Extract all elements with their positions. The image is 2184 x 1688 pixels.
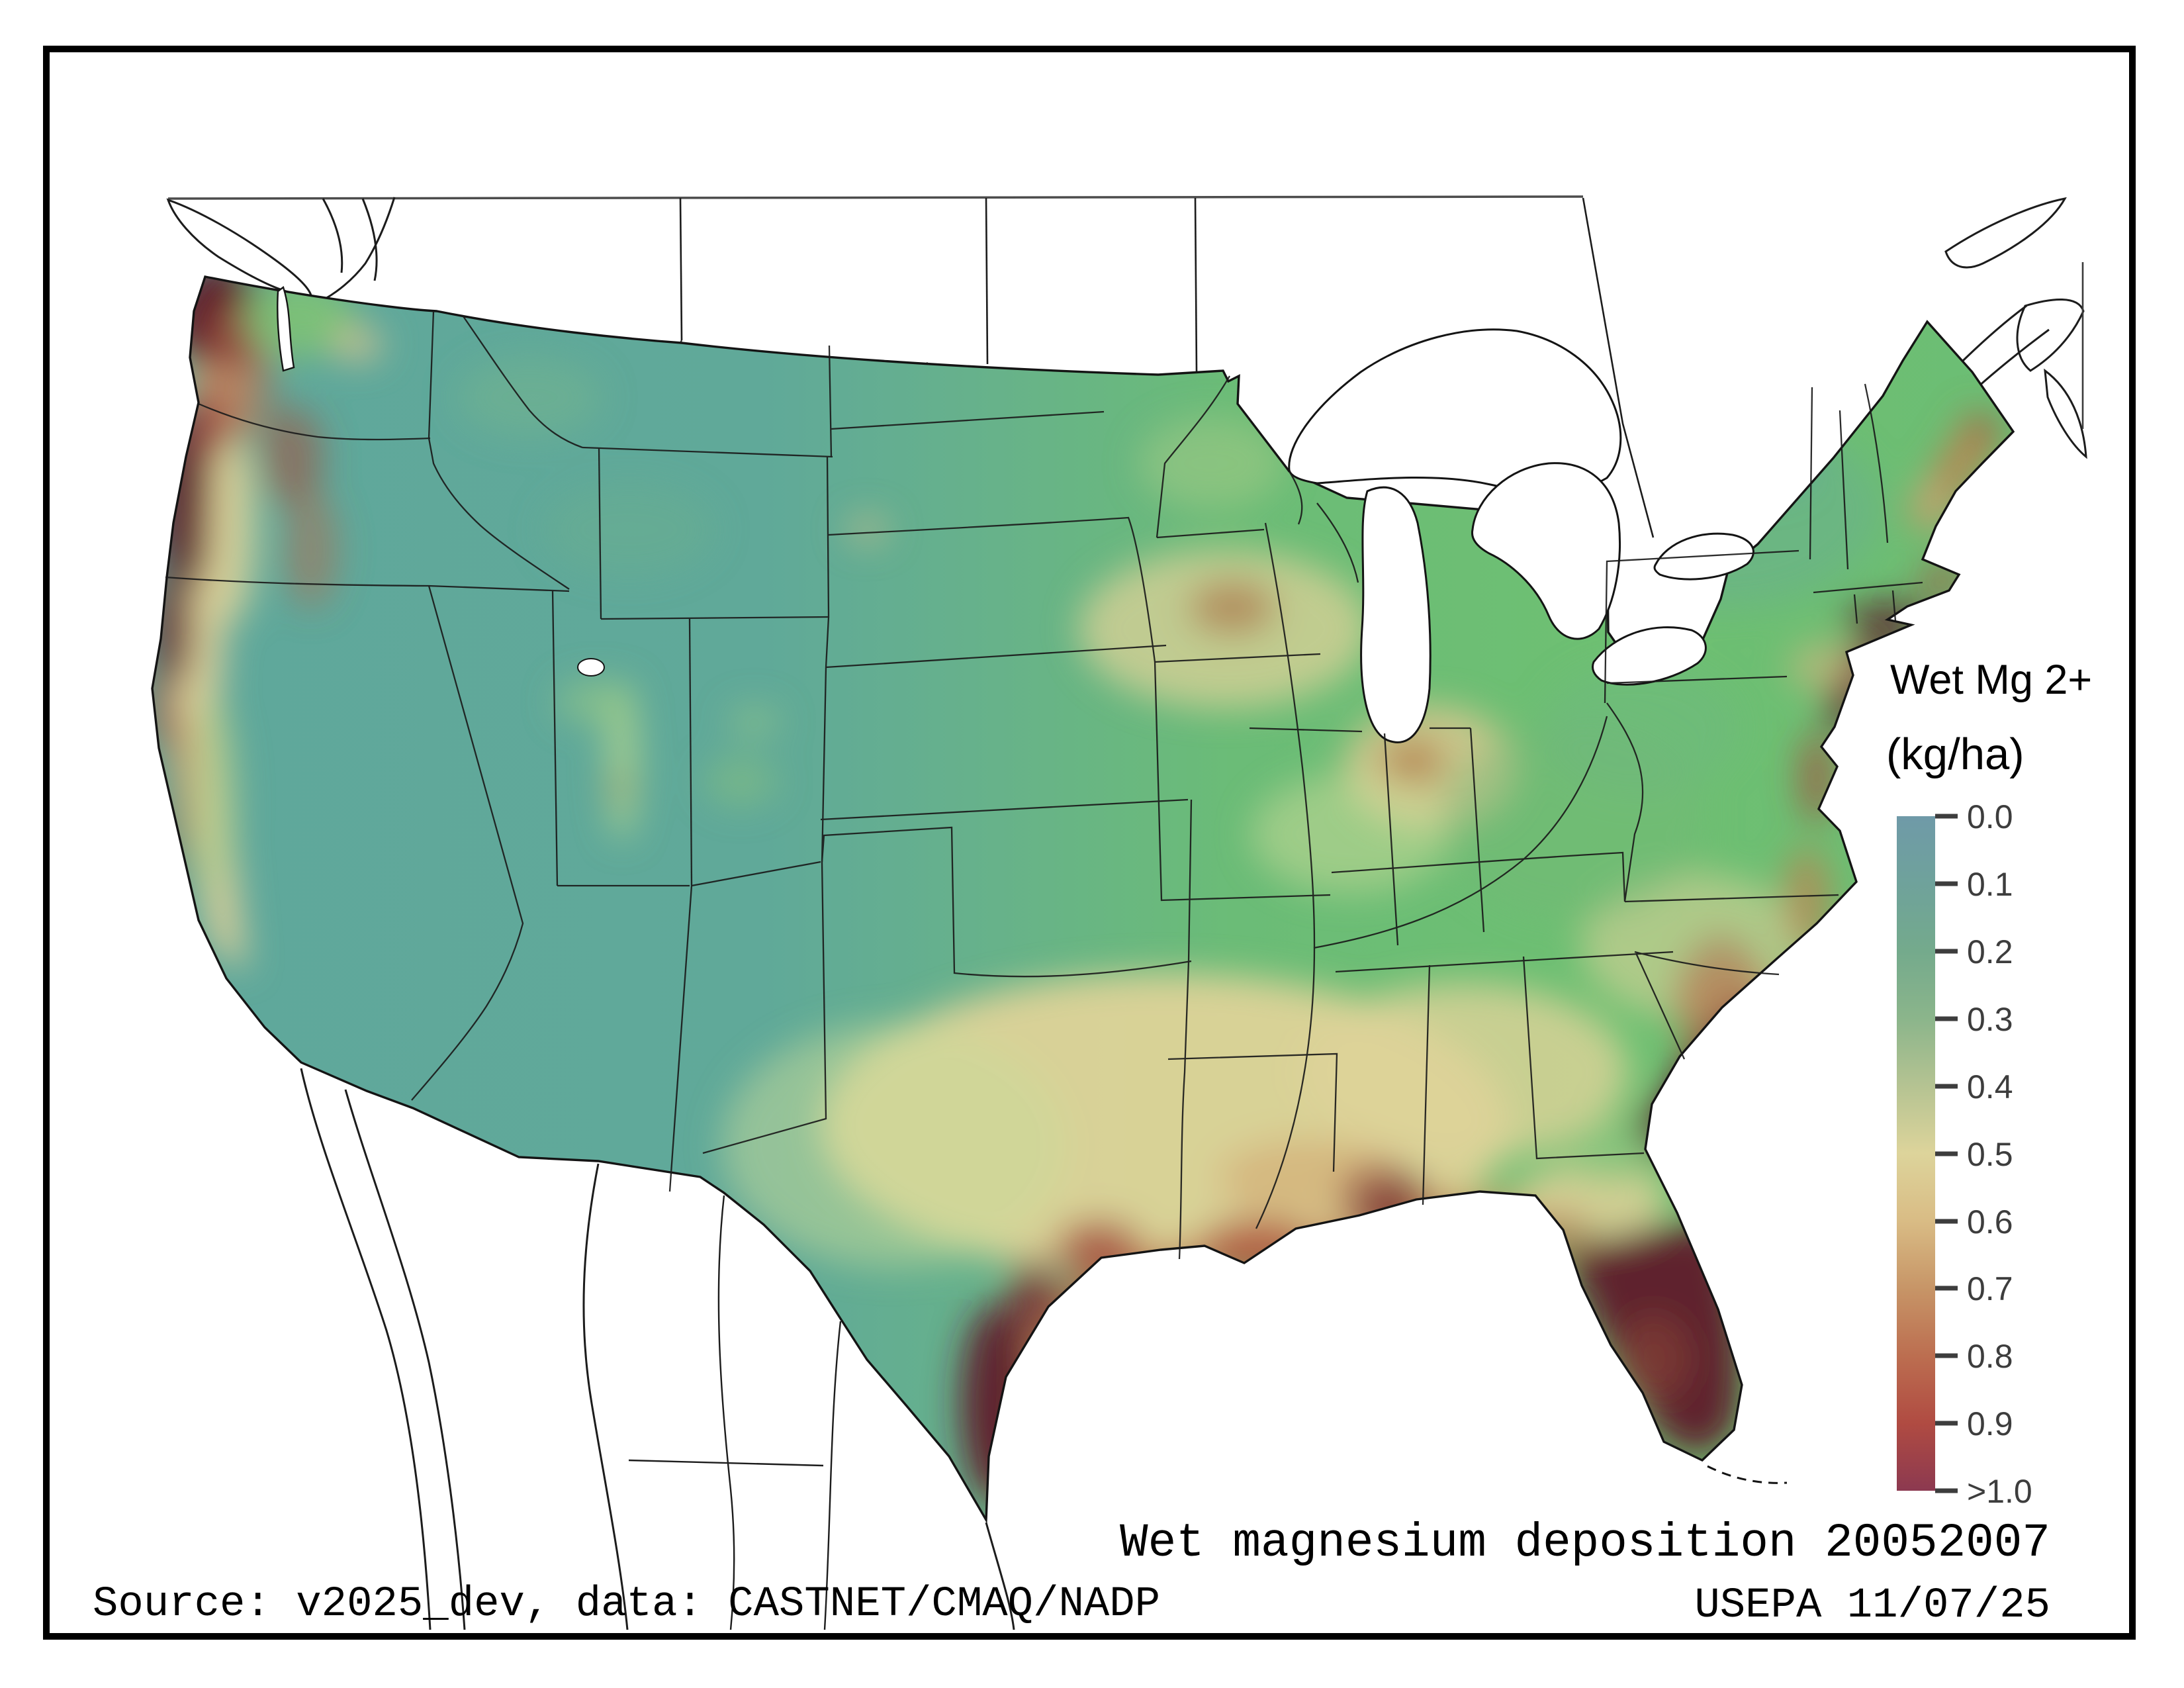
province-border-mb-on bbox=[1194, 197, 1198, 373]
new-brunswick-coast bbox=[2016, 298, 2085, 372]
tick-label: 0.6 bbox=[1967, 1203, 2013, 1241]
gaspe-peninsula bbox=[1944, 197, 2067, 269]
colorbar bbox=[1897, 816, 1935, 1491]
tick-label: 0.9 bbox=[1967, 1405, 2013, 1442]
great-lakes bbox=[277, 286, 1754, 743]
credit-line: USEPA 11/07/25 bbox=[1694, 1582, 2050, 1630]
nova-scotia-coast bbox=[2044, 368, 2087, 459]
mexico-gulf-coast bbox=[985, 1522, 1015, 1630]
canada-domain-line bbox=[167, 195, 1584, 200]
figure-frame bbox=[43, 46, 2136, 1640]
tick-label: 0.0 bbox=[1967, 798, 2013, 835]
mexico-outlines bbox=[300, 1068, 1015, 1630]
legend-units: (kg/ha) bbox=[1886, 729, 2025, 779]
legend-title: Wet Mg 2+ bbox=[1890, 657, 2092, 703]
tick-label: 0.2 bbox=[1967, 933, 2013, 970]
baja-california bbox=[300, 1068, 466, 1630]
tick-label: 0.3 bbox=[1967, 1001, 2013, 1038]
tick-label: 0.8 bbox=[1967, 1338, 2013, 1375]
tick-label: 0.1 bbox=[1967, 866, 2013, 903]
province-border-sk-mb bbox=[985, 197, 989, 365]
province-border-on-qc bbox=[1582, 197, 1655, 538]
tick-label: 0.4 bbox=[1967, 1068, 2013, 1105]
colorbar-ticks bbox=[1935, 814, 1958, 1493]
interior-west-patches bbox=[457, 357, 888, 841]
great-salt-lake bbox=[577, 658, 605, 677]
mexico-state-line-2 bbox=[823, 1321, 842, 1630]
puget-sound bbox=[277, 286, 295, 372]
mexico-state-line-1 bbox=[717, 1195, 735, 1630]
legend: Wet Mg 2+ (kg/ha) 0.0 0.1 0.2 0.3 0.4 0.… bbox=[1886, 657, 2092, 1510]
tick-label: 0.5 bbox=[1967, 1136, 2013, 1173]
tick-label: 0.7 bbox=[1967, 1270, 2013, 1307]
source-line: Source: v2025_dev, data: CASTNET/CMAQ/NA… bbox=[93, 1581, 1160, 1628]
figure-title: Wet magnesium deposition 20052007 bbox=[1120, 1517, 2050, 1570]
province-border-ab-sk bbox=[679, 197, 683, 341]
mexico-west-coast bbox=[582, 1163, 629, 1630]
bc-fjord-coast bbox=[322, 197, 396, 301]
tick-label: >1.0 bbox=[1967, 1473, 2032, 1510]
lake-michigan bbox=[1360, 486, 1432, 743]
lake-erie bbox=[1592, 626, 1707, 686]
colorbar-tick-labels: 0.0 0.1 0.2 0.3 0.4 0.5 0.6 0.7 0.8 0.9 … bbox=[1967, 798, 2032, 1510]
lake-superior bbox=[1288, 328, 1622, 492]
lake-huron bbox=[1471, 462, 1621, 640]
mexico-state-line-3 bbox=[628, 1459, 824, 1467]
state-borders bbox=[165, 310, 1923, 1260]
